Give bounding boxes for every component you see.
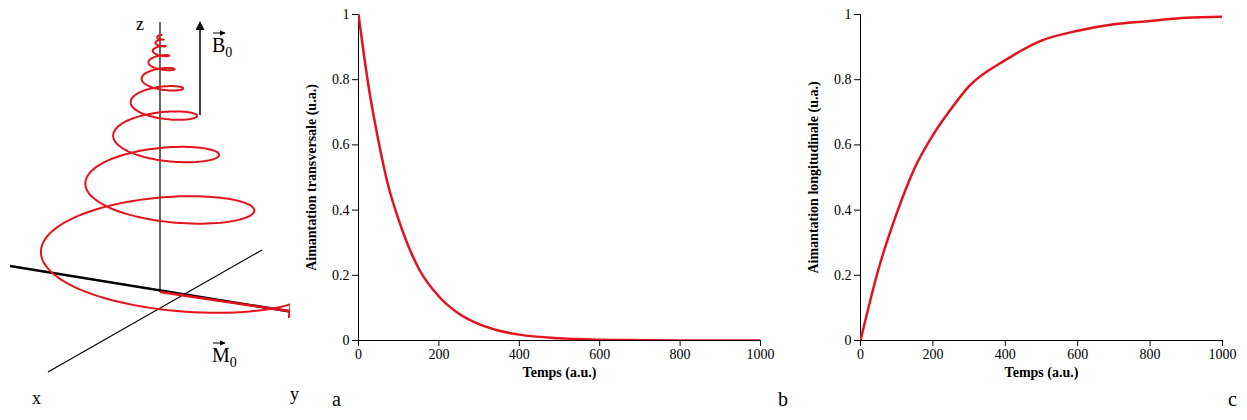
- svg-text:800: 800: [1140, 347, 1161, 362]
- svg-text:Temps (a.u.): Temps (a.u.): [1005, 365, 1079, 381]
- svg-text:Aimantation transversale (u.a.: Aimantation transversale (u.a.): [304, 84, 320, 271]
- svg-text:0.8: 0.8: [834, 72, 852, 87]
- html-text:a: a: [332, 388, 341, 410]
- svg-text:1: 1: [343, 7, 350, 22]
- svg-text:y: y: [290, 384, 299, 404]
- svg-text:M0: M0: [212, 344, 237, 370]
- svg-text:1: 1: [845, 7, 852, 22]
- svg-text:z: z: [136, 14, 144, 34]
- svg-text:0: 0: [343, 333, 350, 348]
- svg-text:0.4: 0.4: [332, 203, 350, 218]
- html-text:b: b: [778, 388, 788, 410]
- svg-text:200: 200: [428, 347, 449, 362]
- svg-text:600: 600: [589, 347, 610, 362]
- svg-text:400: 400: [509, 347, 530, 362]
- svg-text:0.8: 0.8: [332, 72, 350, 87]
- svg-text:1000: 1000: [1209, 347, 1237, 362]
- svg-text:800: 800: [670, 347, 691, 362]
- svg-text:200: 200: [922, 347, 943, 362]
- svg-text:0.2: 0.2: [834, 268, 852, 283]
- svg-text:0: 0: [857, 347, 864, 362]
- svg-text:x: x: [32, 388, 41, 408]
- svg-text:Temps (a.u.): Temps (a.u.): [523, 365, 597, 381]
- html-text:c: c: [1228, 388, 1237, 410]
- svg-text:0: 0: [355, 347, 362, 362]
- svg-text:0.6: 0.6: [332, 137, 350, 152]
- svg-text:0.2: 0.2: [332, 268, 350, 283]
- svg-text:400: 400: [995, 347, 1016, 362]
- svg-text:Aimantation longitudinale (u.a: Aimantation longitudinale (u.a.): [806, 81, 822, 273]
- svg-text:600: 600: [1067, 347, 1088, 362]
- svg-text:0: 0: [845, 333, 852, 348]
- svg-text:0.4: 0.4: [834, 203, 852, 218]
- svg-text:1000: 1000: [747, 347, 775, 362]
- svg-text:B0: B0: [212, 34, 232, 60]
- svg-text:0.6: 0.6: [834, 137, 852, 152]
